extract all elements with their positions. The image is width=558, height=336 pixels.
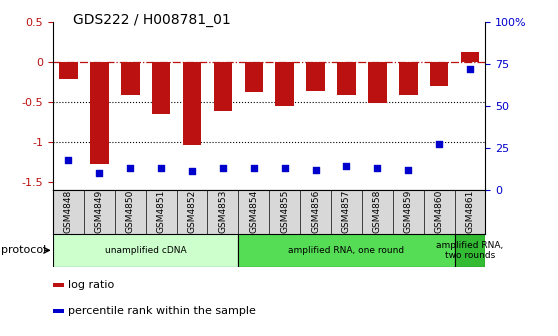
Text: GSM4854: GSM4854 [249,190,258,233]
Bar [59,62,78,79]
Bar [152,62,170,114]
Bar [214,62,232,112]
Bar [121,62,140,95]
Bar [53,234,238,267]
Text: GSM4848: GSM4848 [64,190,73,233]
Text: GDS222 / H008781_01: GDS222 / H008781_01 [73,13,230,28]
Text: log ratio: log ratio [68,280,114,290]
Bar [430,62,449,86]
Bar [53,309,64,313]
Point [435,142,444,147]
Text: GSM4859: GSM4859 [404,190,413,234]
Text: GSM4858: GSM4858 [373,190,382,234]
Text: GSM4856: GSM4856 [311,190,320,234]
Text: amplified RNA,
two rounds: amplified RNA, two rounds [436,241,504,260]
Text: GSM4855: GSM4855 [280,190,289,234]
Point [126,165,134,171]
Point [249,165,258,171]
Text: unamplified cDNA: unamplified cDNA [105,246,186,255]
Point [311,167,320,172]
Text: amplified RNA, one round: amplified RNA, one round [288,246,405,255]
Bar [337,62,356,95]
Point [404,167,413,172]
Text: GSM4852: GSM4852 [187,190,196,233]
Bar [461,52,479,62]
Point [187,169,196,174]
Text: GSM4857: GSM4857 [342,190,351,234]
Text: GSM4849: GSM4849 [95,190,104,233]
Point [465,66,474,72]
Bar [368,62,387,103]
Text: GSM4860: GSM4860 [435,190,444,234]
Bar [90,62,109,164]
Point [64,157,73,162]
Point [218,165,227,171]
Text: GSM4861: GSM4861 [465,190,474,234]
Point [373,165,382,171]
Bar [399,62,417,95]
Point [342,164,351,169]
Bar [306,62,325,91]
Bar [276,62,294,106]
Text: percentile rank within the sample: percentile rank within the sample [68,306,256,316]
Point [157,165,166,171]
Point [95,170,104,176]
Text: GSM4850: GSM4850 [126,190,134,234]
Bar [244,62,263,92]
Point [280,165,289,171]
Bar [183,62,201,145]
Bar [53,283,64,287]
Bar [455,234,485,267]
Bar [238,234,455,267]
Text: GSM4853: GSM4853 [218,190,228,234]
Text: protocol: protocol [1,245,46,255]
Text: GSM4851: GSM4851 [157,190,166,234]
